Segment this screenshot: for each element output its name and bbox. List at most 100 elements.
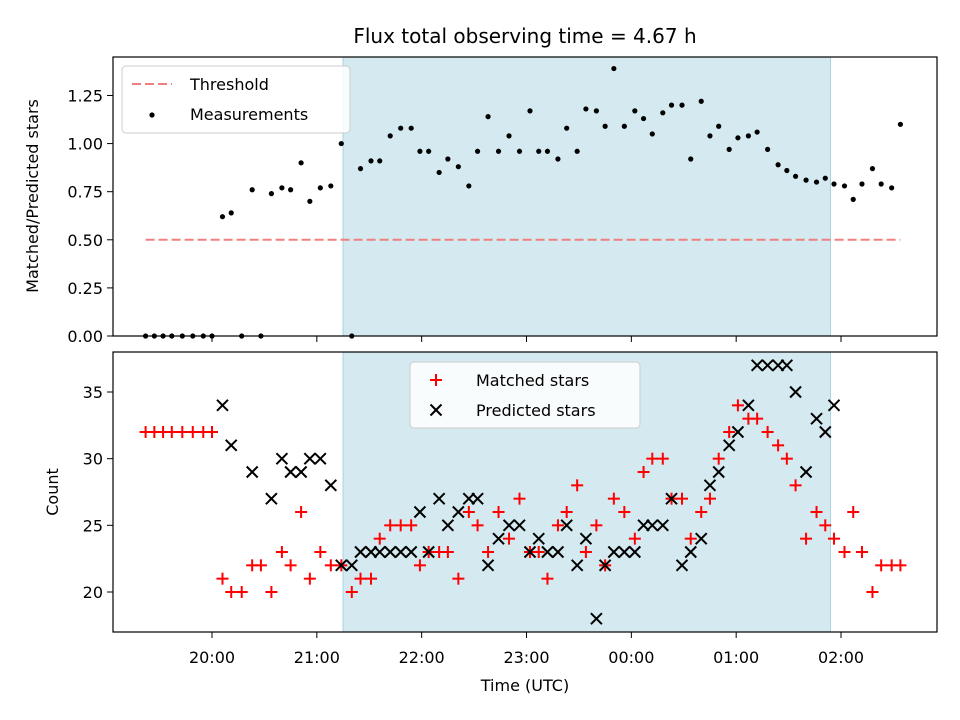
predicted-star-point (560, 519, 573, 532)
measurement-point (544, 148, 551, 154)
predicted-star-point (471, 492, 484, 505)
matched-star-point (723, 426, 736, 438)
predicted-star-point (373, 545, 386, 559)
legend-box (409, 361, 641, 429)
measurement-point (417, 148, 423, 154)
measurement-point (268, 191, 275, 197)
matched-star-point (751, 412, 764, 425)
measurement-point (279, 185, 285, 191)
matched-star-point (628, 532, 641, 545)
predicted-star-point (570, 559, 584, 572)
measurement-point (506, 133, 512, 139)
matched-star-point (254, 559, 267, 572)
matched-star-point (637, 466, 650, 478)
matched-star-point (607, 492, 620, 505)
predicted-star-point (628, 545, 642, 559)
matched-star-point (780, 452, 793, 465)
matched-star-point (373, 532, 386, 545)
measurement-point (869, 166, 876, 172)
matched-star-point (731, 399, 744, 412)
matched-star-point (165, 426, 178, 438)
predicted-star-point (695, 532, 708, 545)
measurement-point (527, 108, 533, 114)
matched-star-point (800, 532, 813, 545)
predicted-star-point (675, 559, 689, 572)
predicted-star-point (646, 519, 659, 532)
matched-star-point (354, 572, 367, 585)
y-tick-label: 0.75 (67, 183, 103, 202)
predicted-star-point (722, 439, 736, 452)
measurement-point (249, 187, 255, 193)
measurement-point (408, 125, 414, 131)
measurement-point (897, 121, 904, 127)
matched-star-point (275, 546, 288, 558)
predicted-star-point (665, 492, 678, 505)
matched-star-point (866, 586, 879, 598)
measurement-point (735, 135, 741, 141)
predicted-star-point (819, 425, 832, 439)
predicted-star-point (731, 425, 745, 439)
measurement-point (803, 177, 809, 183)
predicted-star-point (598, 559, 612, 572)
matched-star-point (176, 426, 189, 438)
y-tick-label: 0.25 (67, 279, 103, 298)
matched-star-point (532, 546, 545, 558)
matched-star-point (772, 439, 785, 452)
measurement-point (298, 160, 304, 166)
measurement-point (679, 102, 685, 108)
predicted-star-point (284, 465, 297, 479)
matched-star-point (303, 572, 316, 585)
measurement-point (850, 196, 856, 202)
predicted-star-point (656, 519, 669, 532)
predicted-star-point (502, 519, 516, 532)
measurement-point (640, 115, 647, 122)
matched-star-point (838, 546, 851, 558)
predicted-star-point (404, 545, 418, 559)
predicted-star-point (789, 385, 802, 399)
matched-star-point (579, 546, 592, 558)
predicted-star-point (712, 465, 725, 479)
predicted-star-point (384, 545, 397, 559)
matched-star-point (571, 479, 584, 492)
measurement-point (555, 156, 561, 162)
predicted-star-point (513, 519, 526, 532)
measurement-point (436, 169, 442, 176)
matched-star-point (482, 546, 495, 558)
matched-star-point (810, 506, 823, 518)
matched-star-point (551, 519, 564, 532)
measurement-point (611, 65, 617, 72)
predicted-star-point (481, 559, 495, 572)
predicted-star-point (827, 399, 841, 412)
matched-star-point (541, 572, 554, 585)
x-tick-label: 00:00 (608, 648, 654, 667)
measurement-point (485, 114, 491, 120)
legend: Threshold Measurements (121, 65, 351, 134)
matched-star-point (265, 586, 278, 598)
predicted-star-point (523, 545, 537, 559)
predicted-star-point (541, 545, 554, 559)
predicted-star-point (335, 559, 348, 572)
measurement-point (859, 181, 865, 187)
matched-star-point (676, 492, 689, 505)
matched-star-point (684, 532, 697, 545)
predicted-star-point (294, 465, 308, 479)
matched-star-point (875, 559, 888, 572)
matched-star-point (216, 572, 229, 585)
matched-star-point (441, 546, 454, 558)
measurement-point (317, 185, 323, 191)
legend-label-matched: Matched stars (476, 371, 589, 390)
matched-star-point (646, 452, 659, 465)
measurement-point (775, 162, 781, 168)
measurement-point (288, 187, 294, 193)
legend-label-threshold: Threshold (189, 75, 269, 94)
predicted-star-point (422, 545, 435, 559)
measurement-point (707, 133, 713, 139)
x-axis-label: Time (UTC) (480, 676, 569, 695)
measurement-point (754, 129, 760, 135)
matched-star-point (894, 559, 907, 572)
measurement-point (889, 185, 895, 191)
measurement-point (668, 102, 675, 108)
matched-star-point (503, 532, 516, 545)
legend-predicted-swatch (429, 403, 443, 417)
